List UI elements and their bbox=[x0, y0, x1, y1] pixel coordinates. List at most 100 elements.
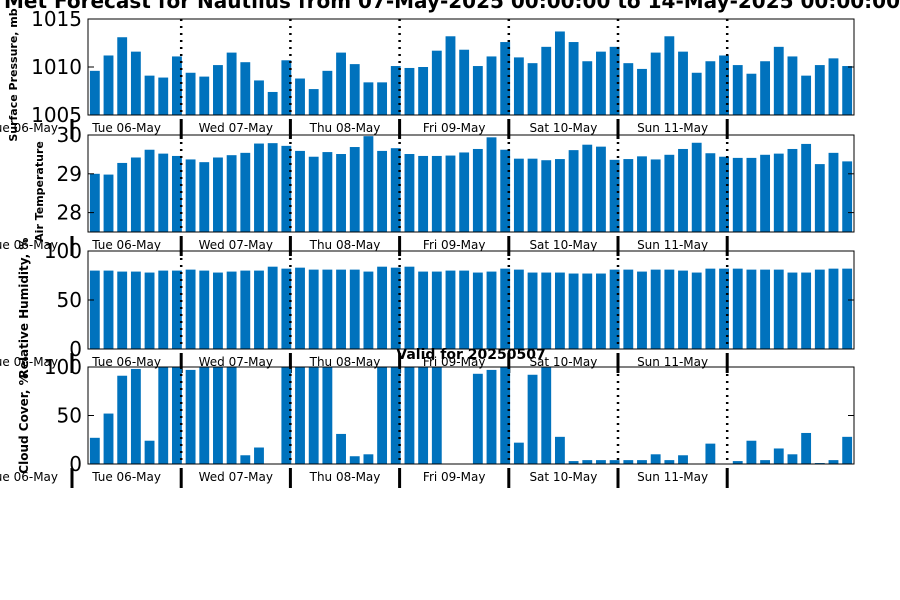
temperature-bar bbox=[719, 156, 729, 232]
pressure-bar bbox=[213, 65, 223, 115]
temperature-bar bbox=[267, 143, 278, 232]
cloud-bar bbox=[732, 461, 743, 464]
pressure-bar bbox=[486, 56, 497, 115]
pressure-bar bbox=[513, 57, 524, 115]
cloud-bar bbox=[308, 367, 319, 464]
temperature-day-label: Sun 11-May bbox=[637, 238, 708, 252]
temperature-bar bbox=[459, 152, 470, 232]
temperature-bar bbox=[377, 150, 388, 232]
humidity-bar bbox=[267, 266, 278, 349]
temperature-day-label: Wed 07-May bbox=[199, 238, 273, 252]
cloud-bar bbox=[801, 432, 812, 464]
humidity-bar bbox=[596, 273, 606, 349]
humidity-bar bbox=[541, 272, 552, 349]
pressure-cut-day-label: Tue 06-May bbox=[0, 121, 58, 135]
humidity-bar bbox=[513, 269, 524, 349]
pressure-bar bbox=[240, 62, 251, 115]
temperature-bar bbox=[582, 144, 593, 232]
humidity-bar bbox=[472, 272, 483, 349]
humidity-bar bbox=[719, 268, 729, 349]
cloud-ytick-label: 50 bbox=[57, 404, 82, 428]
pressure-bar bbox=[199, 76, 210, 115]
temperature-bar bbox=[213, 157, 223, 232]
pressure-bar bbox=[158, 77, 169, 115]
pressure-bar bbox=[267, 91, 278, 115]
pressure-bar bbox=[445, 36, 456, 115]
pressure-bar bbox=[500, 42, 511, 115]
pressure-ytick-label: 1015 bbox=[31, 7, 82, 31]
cloud-bar bbox=[664, 460, 675, 464]
temperature-day-label: Fri 09-May bbox=[423, 238, 486, 252]
humidity-day-label: Thu 08-May bbox=[309, 355, 381, 369]
humidity-bar bbox=[527, 272, 538, 349]
cloud-day-label: Sun 11-May bbox=[637, 470, 708, 484]
humidity-bar bbox=[691, 272, 702, 349]
humidity-bar bbox=[664, 269, 675, 349]
humidity-bar bbox=[609, 269, 620, 349]
pressure-bar bbox=[609, 46, 620, 116]
temperature-bar bbox=[445, 155, 456, 232]
humidity-cut-day-label: Tue 06-May bbox=[0, 355, 58, 369]
pressure-bar bbox=[431, 50, 442, 115]
temperature-bar bbox=[281, 145, 292, 232]
temperature-bar bbox=[842, 161, 853, 232]
humidity-bar bbox=[582, 273, 593, 349]
temperature-bar bbox=[596, 146, 606, 232]
humidity-bar bbox=[404, 266, 415, 349]
pressure-bar bbox=[568, 42, 579, 115]
temperature-bar bbox=[705, 153, 716, 232]
cloud-day-label: Wed 07-May bbox=[199, 470, 273, 484]
pressure-bar bbox=[117, 37, 128, 115]
temperature-bar bbox=[500, 149, 511, 232]
pressure-bar bbox=[637, 68, 647, 115]
temperature-bar bbox=[787, 148, 798, 232]
cloud-bar bbox=[226, 367, 237, 464]
cloud-bar bbox=[513, 442, 524, 464]
temperature-axes-box bbox=[87, 134, 855, 233]
pressure-bar bbox=[527, 63, 538, 115]
temperature-bar bbox=[664, 154, 675, 232]
humidity-bar bbox=[828, 268, 839, 349]
humidity-day-label: Sat 10-May bbox=[529, 355, 597, 369]
temperature-bar bbox=[678, 148, 688, 232]
humidity-day-label: Tue 06-May bbox=[91, 355, 161, 369]
humidity-bar bbox=[171, 270, 182, 349]
pressure-bar bbox=[349, 64, 360, 115]
temperature-bar bbox=[527, 158, 538, 232]
humidity-day-label: Sun 11-May bbox=[637, 355, 708, 369]
temperature-bar bbox=[89, 173, 100, 232]
cloud-bar bbox=[609, 460, 620, 464]
cloud-bar bbox=[213, 367, 223, 464]
temperature-bar bbox=[404, 154, 415, 232]
pressure-day-label: Tue 06-May bbox=[91, 121, 161, 135]
cloud-bar bbox=[828, 460, 839, 464]
humidity-bar bbox=[377, 266, 388, 349]
humidity-bar bbox=[281, 268, 292, 349]
humidity-bar bbox=[732, 268, 743, 349]
cloud-bar bbox=[582, 460, 593, 464]
cloud-bar bbox=[541, 367, 552, 464]
temperature-bar bbox=[554, 159, 565, 232]
pressure-ytick-label: 1010 bbox=[31, 55, 82, 79]
pressure-bar bbox=[404, 67, 415, 115]
cloud-day-label: Thu 08-May bbox=[309, 470, 381, 484]
panel-subtitle: Valid for 20250507 bbox=[396, 347, 545, 363]
cloud-bar bbox=[199, 367, 210, 464]
pressure-bar bbox=[295, 78, 305, 115]
temperature-bar bbox=[349, 147, 360, 232]
humidity-bar bbox=[130, 271, 141, 349]
temperature-bar bbox=[828, 152, 839, 232]
humidity-bar bbox=[814, 269, 825, 349]
temperature-bar bbox=[363, 136, 374, 232]
pressure-bar bbox=[719, 55, 729, 115]
pressure-bar bbox=[144, 75, 155, 115]
pressure-ylabel: Surface Pressure, mb bbox=[7, 8, 20, 141]
cloud-bar bbox=[842, 436, 853, 464]
pressure-bar bbox=[322, 70, 333, 115]
temperature-bar bbox=[158, 153, 169, 232]
temperature-bar bbox=[691, 142, 702, 232]
humidity-bar bbox=[308, 269, 319, 349]
humidity-bar bbox=[336, 269, 346, 349]
pressure-bar bbox=[226, 52, 237, 115]
